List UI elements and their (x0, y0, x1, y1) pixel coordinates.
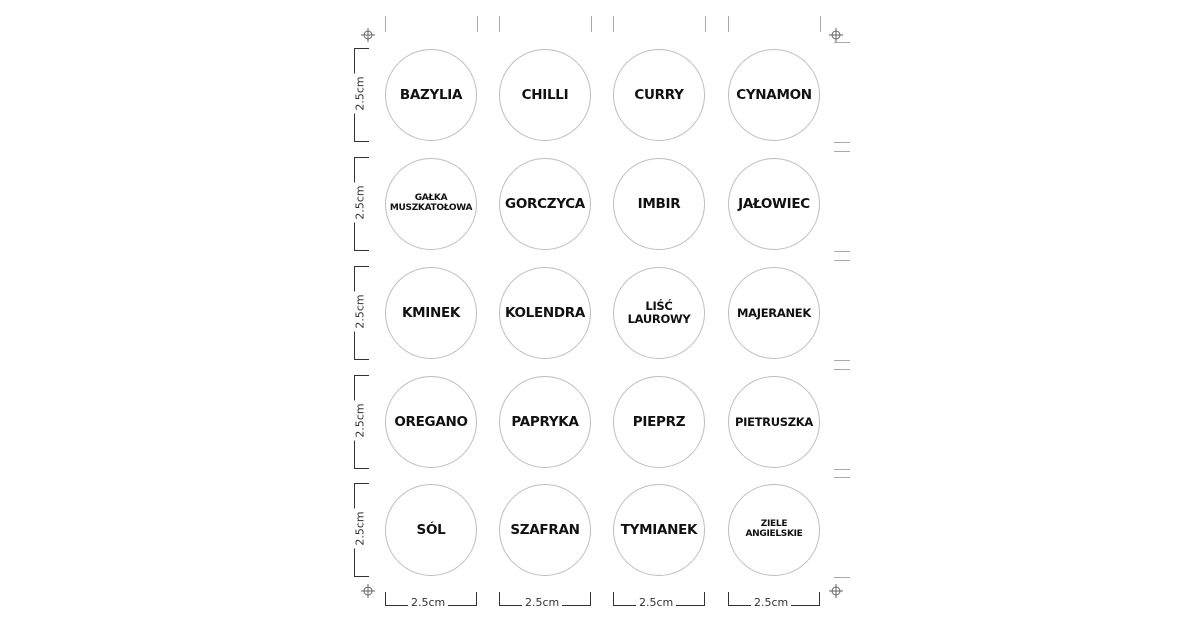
spice-label-text: LIŚĆ LAUROWY (627, 299, 691, 326)
vertical-dimension-label: 2.5cm (353, 182, 367, 223)
spice-label: GORCZYCA (499, 158, 591, 250)
spice-label: CHILLI (499, 49, 591, 141)
spice-label-text: IMBIR (637, 195, 681, 212)
spice-label: SÓL (385, 484, 477, 576)
trim-mark (728, 16, 729, 32)
trim-mark (591, 16, 592, 32)
spice-label-text: PIETRUSZKA (734, 414, 814, 429)
trim-mark (834, 251, 850, 252)
registration-mark-icon (361, 27, 375, 42)
spice-label-text: GORCZYCA (505, 195, 585, 212)
spice-label: PIEPRZ (613, 376, 705, 468)
trim-mark (834, 477, 850, 478)
spice-label: KMINEK (385, 267, 477, 359)
trim-mark (499, 16, 500, 32)
spice-label: IMBIR (613, 158, 705, 250)
trim-mark (834, 151, 850, 152)
spice-label-text: KOLENDRA (504, 304, 586, 321)
spice-label: CYNAMON (728, 49, 820, 141)
spice-label-text: JAŁOWIEC (738, 195, 810, 212)
trim-mark (613, 16, 614, 32)
spice-label: MAJERANEK (728, 267, 820, 359)
trim-mark (385, 16, 386, 32)
spice-label-text: PAPRYKA (511, 413, 579, 430)
trim-mark (834, 369, 850, 370)
spice-label: KOLENDRA (499, 267, 591, 359)
trim-mark (834, 469, 850, 470)
spice-label-text: CURRY (634, 86, 684, 103)
spice-label: GAŁKA MUSZKATOŁOWA (385, 158, 477, 250)
trim-mark (477, 16, 478, 32)
spice-label-text: OREGANO (394, 413, 468, 430)
spice-label-text: KMINEK (401, 304, 461, 321)
vertical-dimension-label: 2.5cm (353, 73, 367, 114)
spice-label-text: BAZYLIA (399, 86, 463, 103)
spice-label-text: CHILLI (521, 86, 569, 103)
horizontal-dimension-label: 2.5cm (408, 596, 449, 609)
spice-label: OREGANO (385, 376, 477, 468)
spice-label: CURRY (613, 49, 705, 141)
trim-mark (834, 142, 850, 143)
spice-label-text: ZIELE ANGIELSKIE (745, 519, 803, 539)
spice-label: TYMIANEK (613, 484, 705, 576)
horizontal-dimension-label: 2.5cm (522, 596, 563, 609)
vertical-dimension-label: 2.5cm (353, 400, 367, 441)
spice-label-text: GAŁKA MUSZKATOŁOWA (389, 193, 473, 213)
spice-label: BAZYLIA (385, 49, 477, 141)
spice-label: PIETRUSZKA (728, 376, 820, 468)
horizontal-dimension-label: 2.5cm (636, 596, 677, 609)
spice-label: ZIELE ANGIELSKIE (728, 484, 820, 576)
vertical-dimension-label: 2.5cm (353, 291, 367, 332)
trim-mark (834, 42, 850, 43)
spice-label-text: PIEPRZ (632, 413, 686, 430)
spice-label: PAPRYKA (499, 376, 591, 468)
spice-label: SZAFRAN (499, 484, 591, 576)
registration-mark-icon (361, 583, 375, 598)
spice-label-text: SZAFRAN (510, 521, 580, 538)
spice-label: JAŁOWIEC (728, 158, 820, 250)
registration-mark-icon (829, 583, 843, 598)
trim-mark (834, 577, 850, 578)
trim-mark (834, 360, 850, 361)
spice-label-text: CYNAMON (736, 86, 812, 103)
spice-label-text: TYMIANEK (620, 521, 698, 538)
registration-mark-icon (829, 27, 843, 42)
vertical-dimension-label: 2.5cm (353, 508, 367, 549)
spice-label: LIŚĆ LAUROWY (613, 267, 705, 359)
trim-mark (820, 16, 821, 32)
spice-label-text: MAJERANEK (737, 305, 811, 320)
trim-mark (834, 260, 850, 261)
trim-mark (705, 16, 706, 32)
spice-label-text: SÓL (416, 521, 446, 538)
horizontal-dimension-label: 2.5cm (751, 596, 792, 609)
